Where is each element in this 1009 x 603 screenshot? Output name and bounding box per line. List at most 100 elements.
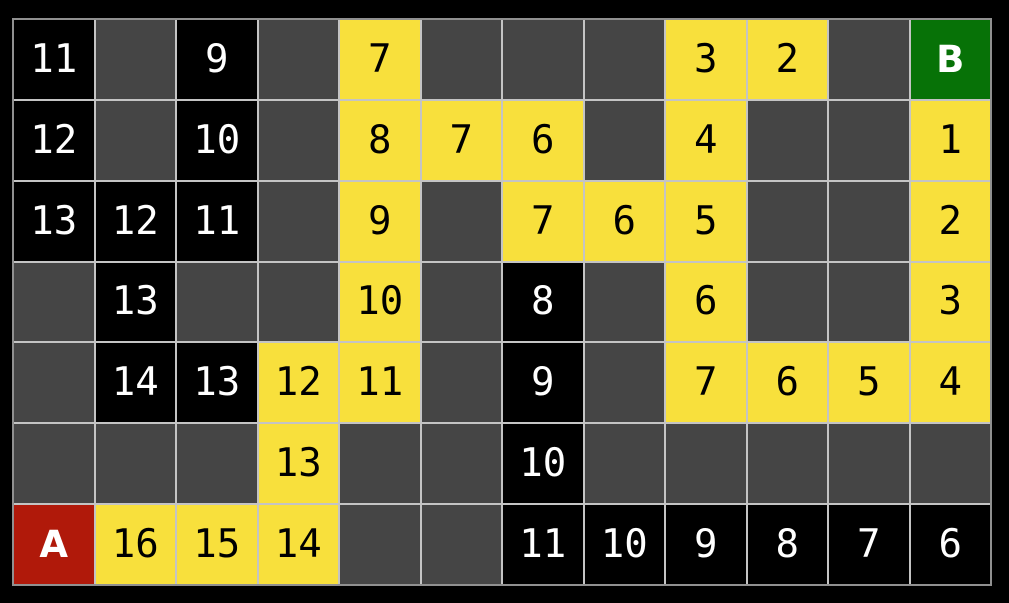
empty-cell[interactable]	[829, 424, 909, 504]
empty-cell[interactable]	[177, 424, 257, 504]
visited-cell[interactable]: 10	[503, 424, 583, 504]
visited-cell[interactable]: 12	[14, 100, 94, 180]
path-cell[interactable]: 11	[340, 343, 420, 423]
cell-label: 8	[531, 279, 555, 325]
empty-cell[interactable]	[584, 20, 664, 99]
path-cell[interactable]: 2	[910, 181, 990, 261]
visited-cell[interactable]: 11	[503, 505, 583, 584]
visited-cell[interactable]: 12	[95, 181, 175, 261]
empty-cell[interactable]	[14, 343, 94, 423]
goal-cell-b[interactable]: B	[910, 20, 990, 99]
empty-cell[interactable]	[503, 20, 583, 99]
path-cell[interactable]: 6	[584, 181, 664, 261]
empty-cell[interactable]	[910, 424, 990, 504]
path-cell[interactable]: 7	[666, 343, 746, 423]
path-cell[interactable]: 15	[177, 505, 257, 584]
path-cell[interactable]: 9	[340, 181, 420, 261]
start-cell-a[interactable]: A	[14, 505, 94, 584]
path-cell[interactable]: 4	[910, 343, 990, 423]
path-cell[interactable]: 6	[666, 262, 746, 342]
empty-cell[interactable]	[421, 424, 501, 504]
visited-cell[interactable]: 13	[177, 343, 257, 423]
path-cell[interactable]: 14	[258, 505, 338, 584]
visited-cell[interactable]: 7	[829, 505, 909, 584]
visited-cell[interactable]: 9	[177, 20, 257, 99]
path-cell[interactable]: 4	[666, 100, 746, 180]
visited-cell[interactable]: 10	[177, 100, 257, 180]
visited-cell[interactable]: 9	[666, 505, 746, 584]
visited-cell[interactable]: 13	[95, 262, 175, 342]
empty-cell[interactable]	[177, 262, 257, 342]
cell-label: 5	[694, 198, 718, 244]
empty-cell[interactable]	[584, 424, 664, 504]
visited-cell[interactable]: 14	[95, 343, 175, 423]
visited-cell[interactable]: 8	[503, 262, 583, 342]
visited-cell[interactable]: 8	[747, 505, 827, 584]
visited-cell[interactable]: 13	[14, 181, 94, 261]
empty-cell[interactable]	[258, 262, 338, 342]
cell-label: 12	[30, 117, 78, 163]
empty-cell[interactable]	[829, 262, 909, 342]
empty-cell[interactable]	[421, 20, 501, 99]
empty-cell[interactable]	[421, 181, 501, 261]
cell-label: 11	[356, 360, 404, 406]
visited-cell[interactable]: 11	[14, 20, 94, 99]
path-cell[interactable]: 3	[910, 262, 990, 342]
cell-label: 6	[612, 198, 636, 244]
empty-cell[interactable]	[258, 181, 338, 261]
cell-label: 2	[938, 198, 962, 244]
empty-cell[interactable]	[584, 262, 664, 342]
empty-cell[interactable]	[747, 181, 827, 261]
path-cell[interactable]: 8	[340, 100, 420, 180]
visited-cell[interactable]: 10	[584, 505, 664, 584]
empty-cell[interactable]	[421, 505, 501, 584]
empty-cell[interactable]	[340, 505, 420, 584]
empty-cell[interactable]	[584, 343, 664, 423]
empty-cell[interactable]	[747, 424, 827, 504]
visited-cell[interactable]: 9	[503, 343, 583, 423]
path-cell[interactable]: 16	[95, 505, 175, 584]
empty-cell[interactable]	[95, 100, 175, 180]
visited-cell[interactable]: 6	[910, 505, 990, 584]
cell-label: 11	[193, 198, 241, 244]
path-cell[interactable]: 12	[258, 343, 338, 423]
empty-cell[interactable]	[584, 100, 664, 180]
cell-label: 10	[356, 279, 404, 325]
empty-cell[interactable]	[829, 20, 909, 99]
path-cell[interactable]: 5	[666, 181, 746, 261]
path-cell[interactable]: 5	[829, 343, 909, 423]
path-cell[interactable]: 1	[910, 100, 990, 180]
empty-cell[interactable]	[421, 343, 501, 423]
path-cell[interactable]: 3	[666, 20, 746, 99]
empty-cell[interactable]	[747, 262, 827, 342]
cell-label: 11	[519, 522, 567, 568]
path-cell[interactable]: 13	[258, 424, 338, 504]
empty-cell[interactable]	[258, 20, 338, 99]
path-cell[interactable]: 7	[421, 100, 501, 180]
empty-cell[interactable]	[340, 424, 420, 504]
empty-cell[interactable]	[95, 20, 175, 99]
path-cell[interactable]: 6	[747, 343, 827, 423]
empty-cell[interactable]	[258, 100, 338, 180]
empty-cell[interactable]	[829, 181, 909, 261]
cell-label: 5	[857, 360, 881, 406]
path-cell[interactable]: 7	[340, 20, 420, 99]
path-cell[interactable]: 7	[503, 181, 583, 261]
cell-label: 9	[368, 198, 392, 244]
cell-label: 10	[193, 117, 241, 163]
path-cell[interactable]: 10	[340, 262, 420, 342]
empty-cell[interactable]	[14, 262, 94, 342]
empty-cell[interactable]	[747, 100, 827, 180]
empty-cell[interactable]	[14, 424, 94, 504]
cell-label: A	[39, 523, 69, 567]
empty-cell[interactable]	[421, 262, 501, 342]
cell-label: 3	[938, 279, 962, 325]
empty-cell[interactable]	[829, 100, 909, 180]
path-cell[interactable]: 6	[503, 100, 583, 180]
cell-label: 9	[694, 522, 718, 568]
empty-cell[interactable]	[666, 424, 746, 504]
path-cell[interactable]: 2	[747, 20, 827, 99]
visited-cell[interactable]: 11	[177, 181, 257, 261]
empty-cell[interactable]	[95, 424, 175, 504]
